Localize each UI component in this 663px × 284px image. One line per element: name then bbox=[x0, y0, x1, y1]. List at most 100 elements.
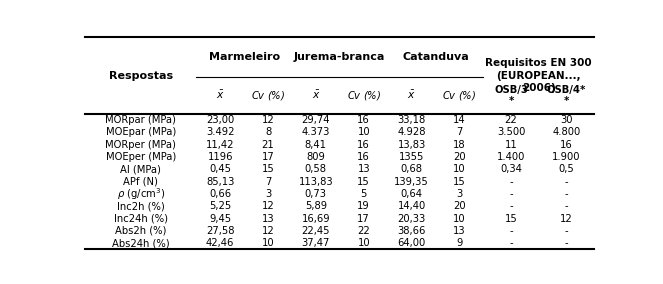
Text: 29,74: 29,74 bbox=[302, 115, 330, 125]
Text: 13,83: 13,83 bbox=[397, 139, 426, 150]
Text: -: - bbox=[565, 238, 568, 248]
Text: 4.800: 4.800 bbox=[552, 127, 581, 137]
Text: 33,18: 33,18 bbox=[397, 115, 426, 125]
Text: 20,33: 20,33 bbox=[397, 214, 426, 224]
Text: APf (N): APf (N) bbox=[123, 177, 158, 187]
Text: $\bar{x}$: $\bar{x}$ bbox=[312, 89, 320, 101]
Text: 15: 15 bbox=[505, 214, 517, 224]
Text: MOEper (MPa): MOEper (MPa) bbox=[105, 152, 176, 162]
Text: 4.373: 4.373 bbox=[302, 127, 330, 137]
Text: -: - bbox=[509, 226, 512, 236]
Text: -: - bbox=[509, 201, 512, 211]
Text: 809: 809 bbox=[306, 152, 326, 162]
Text: $Cv$ (%): $Cv$ (%) bbox=[347, 89, 381, 102]
Text: 1.900: 1.900 bbox=[552, 152, 581, 162]
Text: 16: 16 bbox=[560, 139, 573, 150]
Text: 0,68: 0,68 bbox=[400, 164, 422, 174]
Text: 64,00: 64,00 bbox=[397, 238, 426, 248]
Text: 7: 7 bbox=[265, 177, 271, 187]
Text: Requisitos EN 300
(EUROPEAN...,
2006): Requisitos EN 300 (EUROPEAN..., 2006) bbox=[485, 58, 592, 93]
Text: 3: 3 bbox=[456, 189, 463, 199]
Text: $\bar{x}$: $\bar{x}$ bbox=[216, 89, 225, 101]
Text: AI (MPa): AI (MPa) bbox=[121, 164, 161, 174]
Text: 5,89: 5,89 bbox=[305, 201, 327, 211]
Text: $\rho$ (g/cm$^3$): $\rho$ (g/cm$^3$) bbox=[117, 186, 165, 202]
Text: 0,58: 0,58 bbox=[305, 164, 327, 174]
Text: 5: 5 bbox=[361, 189, 367, 199]
Text: 20: 20 bbox=[453, 201, 465, 211]
Text: 3.500: 3.500 bbox=[497, 127, 525, 137]
Text: 20: 20 bbox=[453, 152, 465, 162]
Text: 42,46: 42,46 bbox=[206, 238, 235, 248]
Text: -: - bbox=[509, 189, 512, 199]
Text: -: - bbox=[565, 201, 568, 211]
Text: 37,47: 37,47 bbox=[302, 238, 330, 248]
Text: 85,13: 85,13 bbox=[206, 177, 235, 187]
Text: $Cv$ (%): $Cv$ (%) bbox=[442, 89, 477, 102]
Text: 16,69: 16,69 bbox=[302, 214, 330, 224]
Text: 0,64: 0,64 bbox=[400, 189, 422, 199]
Text: $\bar{x}$: $\bar{x}$ bbox=[407, 89, 416, 101]
Text: OSB/4*
*: OSB/4* * bbox=[547, 85, 586, 106]
Text: 10: 10 bbox=[453, 164, 465, 174]
Text: 16: 16 bbox=[357, 115, 370, 125]
Text: 9,45: 9,45 bbox=[209, 214, 231, 224]
Text: 27,58: 27,58 bbox=[206, 226, 235, 236]
Text: 15: 15 bbox=[262, 164, 274, 174]
Text: 1196: 1196 bbox=[208, 152, 233, 162]
Text: -: - bbox=[565, 177, 568, 187]
Text: 21: 21 bbox=[262, 139, 274, 150]
Text: -: - bbox=[509, 177, 512, 187]
Text: 38,66: 38,66 bbox=[397, 226, 426, 236]
Text: 12: 12 bbox=[262, 201, 274, 211]
Text: 1.400: 1.400 bbox=[497, 152, 525, 162]
Text: -: - bbox=[565, 189, 568, 199]
Text: 10: 10 bbox=[453, 214, 465, 224]
Text: 4.928: 4.928 bbox=[397, 127, 426, 137]
Text: Marmeleiro: Marmeleiro bbox=[209, 52, 280, 62]
Text: 12: 12 bbox=[262, 115, 274, 125]
Text: 14,40: 14,40 bbox=[397, 201, 426, 211]
Text: 16: 16 bbox=[357, 152, 370, 162]
Text: OSB/3
*: OSB/3 * bbox=[494, 85, 528, 106]
Text: 10: 10 bbox=[357, 238, 370, 248]
Text: 5,25: 5,25 bbox=[209, 201, 231, 211]
Text: 19: 19 bbox=[357, 201, 370, 211]
Text: $Cv$ (%): $Cv$ (%) bbox=[251, 89, 285, 102]
Text: 23,00: 23,00 bbox=[206, 115, 234, 125]
Text: 13: 13 bbox=[357, 164, 370, 174]
Text: 0,45: 0,45 bbox=[210, 164, 231, 174]
Text: 0,73: 0,73 bbox=[305, 189, 327, 199]
Text: 17: 17 bbox=[262, 152, 274, 162]
Text: 13: 13 bbox=[453, 226, 465, 236]
Text: Abs24h (%): Abs24h (%) bbox=[112, 238, 170, 248]
Text: 17: 17 bbox=[357, 214, 370, 224]
Text: Jurema-branca: Jurema-branca bbox=[294, 52, 385, 62]
Text: 8,41: 8,41 bbox=[305, 139, 327, 150]
Text: 113,83: 113,83 bbox=[298, 177, 333, 187]
Text: 15: 15 bbox=[357, 177, 370, 187]
Text: 7: 7 bbox=[456, 127, 463, 137]
Text: -: - bbox=[509, 238, 512, 248]
Text: MORper (MPa): MORper (MPa) bbox=[105, 139, 176, 150]
Text: 1355: 1355 bbox=[399, 152, 424, 162]
Text: 139,35: 139,35 bbox=[394, 177, 429, 187]
Text: 14: 14 bbox=[453, 115, 465, 125]
Text: 11: 11 bbox=[505, 139, 517, 150]
Text: 12: 12 bbox=[262, 226, 274, 236]
Text: 11,42: 11,42 bbox=[206, 139, 235, 150]
Text: 0,34: 0,34 bbox=[500, 164, 522, 174]
Text: Inc24h (%): Inc24h (%) bbox=[114, 214, 168, 224]
Text: 0,66: 0,66 bbox=[209, 189, 231, 199]
Text: 30: 30 bbox=[560, 115, 573, 125]
Text: 8: 8 bbox=[265, 127, 271, 137]
Text: MOEpar (MPa): MOEpar (MPa) bbox=[105, 127, 176, 137]
Text: Respostas: Respostas bbox=[109, 70, 173, 81]
Text: 18: 18 bbox=[453, 139, 465, 150]
Text: Catanduva: Catanduva bbox=[402, 52, 469, 62]
Text: Abs2h (%): Abs2h (%) bbox=[115, 226, 166, 236]
Text: 10: 10 bbox=[357, 127, 370, 137]
Text: 15: 15 bbox=[453, 177, 465, 187]
Text: 22: 22 bbox=[357, 226, 370, 236]
Text: MORpar (MPa): MORpar (MPa) bbox=[105, 115, 176, 125]
